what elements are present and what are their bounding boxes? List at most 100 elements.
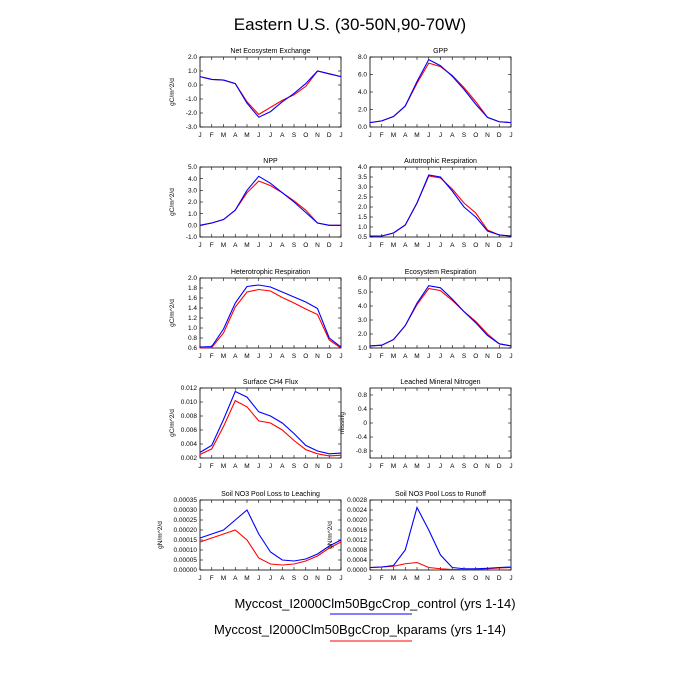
x-tick-label: A (233, 242, 238, 249)
x-tick-label: M (391, 132, 396, 139)
x-tick-label: S (462, 575, 467, 582)
x-tick-label: J (368, 463, 371, 470)
series-line-control (369, 285, 512, 347)
x-tick-label: F (380, 575, 384, 582)
y-tick-label: 0.0028 (347, 497, 367, 504)
y-tick-label: 0.012 (181, 385, 198, 392)
x-tick-label: A (450, 132, 455, 139)
x-tick-label: M (414, 242, 419, 249)
y-tick-label: 0.6 (188, 345, 197, 352)
x-tick-label: S (462, 242, 467, 249)
y-tick-label: 0.4 (358, 406, 367, 413)
x-tick-label: J (257, 353, 260, 360)
x-tick-label: J (509, 132, 512, 139)
panel-title: Leached Mineral Nitrogen (400, 379, 480, 386)
x-tick-label: M (414, 463, 419, 470)
y-tick-label: 0.00010 (174, 547, 198, 554)
y-tick-label: 2.0 (358, 331, 367, 338)
y-tick-label: 0.006 (181, 427, 198, 434)
chart-panel-0: Net Ecosystem Exchange -3.0 -2.0 -1.0 0.0 1.0… (169, 48, 343, 139)
x-tick-label: O (303, 463, 308, 470)
x-tick-label: N (485, 353, 490, 360)
x-tick-label: A (403, 353, 408, 360)
series-line-control (199, 70, 342, 118)
x-tick-label: J (257, 132, 260, 139)
x-tick-label: A (280, 575, 285, 582)
plot-frame (369, 56, 512, 128)
x-tick-label: J (368, 575, 371, 582)
x-tick-label: M (244, 242, 249, 249)
x-tick-label: S (292, 575, 297, 582)
x-tick-label: J (339, 242, 342, 249)
x-tick-label: J (257, 463, 260, 470)
x-tick-label: A (233, 353, 238, 360)
x-tick-label: N (485, 575, 490, 582)
x-tick-label: N (485, 463, 490, 470)
x-tick-label: J (509, 242, 512, 249)
legend-label-kparams: Myccost_I2000Clm50BgcCrop_kparams (yrs 1… (214, 622, 506, 637)
x-tick-label: D (497, 463, 502, 470)
x-tick-label: A (280, 132, 285, 139)
plot-frame (199, 56, 342, 128)
x-tick-label: O (473, 132, 478, 139)
panel-title: Heterotrophic Respiration (231, 269, 310, 276)
x-tick-label: J (439, 463, 442, 470)
x-tick-label: J (257, 575, 260, 582)
x-tick-label: N (315, 353, 320, 360)
x-tick-label: D (497, 132, 502, 139)
x-tick-label: N (315, 242, 320, 249)
series-line-control (370, 174, 512, 237)
plot-frame (369, 499, 512, 571)
y-tick-label: -3.0 (186, 124, 198, 131)
x-tick-label: F (380, 463, 384, 470)
x-tick-label: J (198, 132, 201, 139)
y-tick-label: 0.0024 (347, 507, 367, 514)
y-tick-label: 0.00030 (174, 507, 198, 514)
x-tick-label: A (280, 353, 285, 360)
y-tick-label: 1.0 (358, 224, 367, 231)
legend-label-control: Myccost_I2000Clm50BgcCrop_control (yrs 1… (234, 596, 515, 611)
x-tick-label: M (221, 242, 226, 249)
chart-panel-7: Leached Mineral Nitrogen -0.8 -0.4 0 0.4 0.8 J… (339, 379, 513, 470)
y-tick-label: 0.0 (188, 82, 197, 89)
series-line-control (369, 506, 512, 570)
x-tick-label: J (198, 463, 201, 470)
x-tick-label: J (509, 353, 512, 360)
y-tick-label: 1.0 (188, 68, 197, 75)
y-tick-label: -0.8 (356, 448, 368, 455)
y-tick-label: 3.0 (358, 184, 367, 191)
y-axis-label: gN/m^2/d (327, 521, 334, 549)
x-tick-label: N (315, 463, 320, 470)
y-tick-label: 0.00015 (174, 537, 198, 544)
series-line-control (199, 284, 342, 348)
x-tick-label: A (233, 132, 238, 139)
chart-panel-9: Soil NO3 Pool Loss to Runoff 0.0000 0.0004… (327, 491, 513, 582)
x-tick-label: M (414, 132, 419, 139)
chart-panel-8: Soil NO3 Pool Loss to Leaching 0.00000 0.0… (157, 491, 343, 582)
x-tick-label: M (221, 463, 226, 470)
x-tick-label: F (210, 575, 214, 582)
y-tick-label: 4.0 (188, 176, 197, 183)
y-tick-label: 1.0 (188, 325, 197, 332)
x-tick-label: S (292, 353, 297, 360)
series-line-control (199, 175, 341, 226)
panel-title: Autotrophic Respiration (404, 158, 477, 165)
x-tick-label: M (391, 353, 396, 360)
y-tick-label: 2.5 (358, 194, 367, 201)
x-tick-label: F (210, 353, 214, 360)
y-tick-label: 0.00000 (174, 567, 198, 574)
series-line-kparams (199, 180, 341, 226)
x-tick-label: J (198, 575, 201, 582)
y-tick-label: 0.00020 (174, 527, 198, 534)
y-tick-label: 1.4 (188, 305, 197, 312)
x-tick-label: D (327, 242, 332, 249)
x-tick-label: J (339, 353, 342, 360)
x-tick-label: J (368, 242, 371, 249)
y-tick-label: 0.004 (181, 441, 198, 448)
y-tick-label: 0.00035 (174, 497, 198, 504)
chart-panel-4: Heterotrophic Respiration 0.6 0.8 1.0 1.2 1.4… (169, 269, 343, 360)
x-tick-label: M (244, 463, 249, 470)
y-tick-label: 0.0 (188, 223, 197, 230)
x-tick-label: O (303, 242, 308, 249)
y-tick-label: 2.0 (188, 275, 197, 282)
